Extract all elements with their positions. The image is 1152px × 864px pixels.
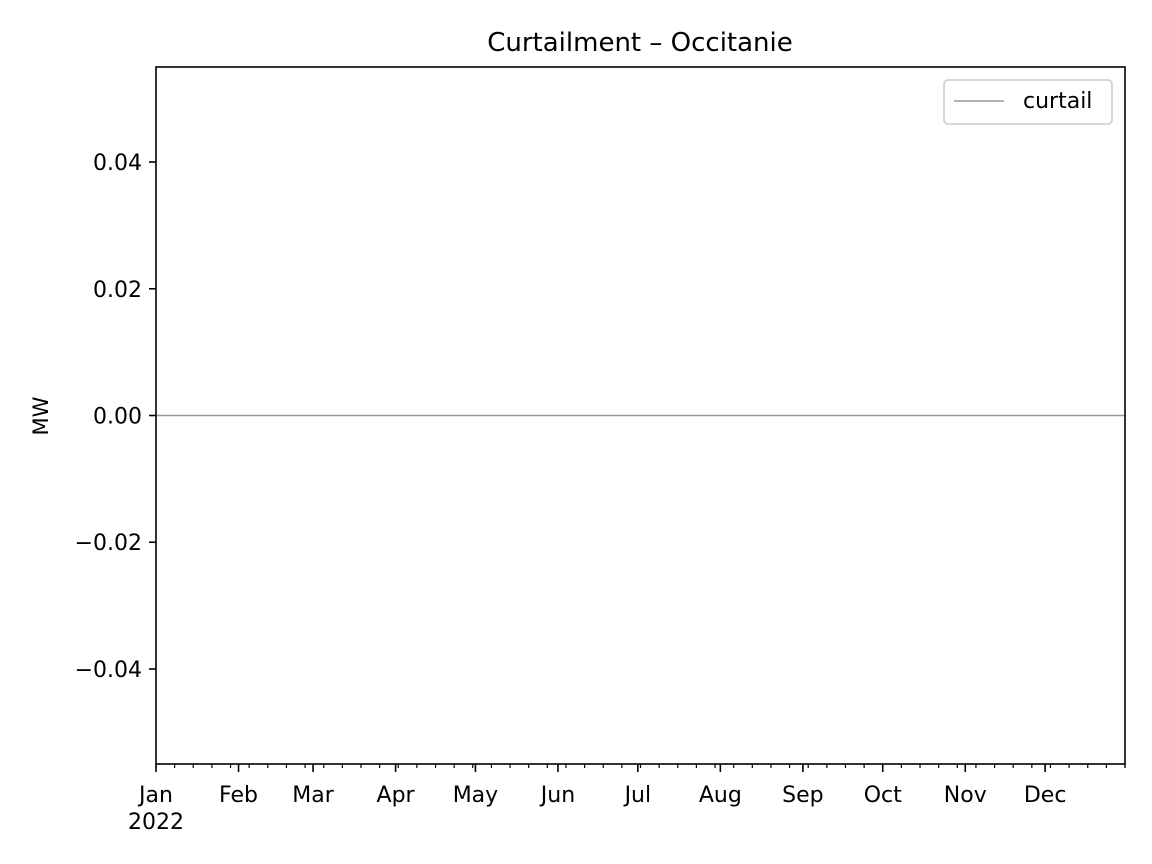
y-axis-label: MW — [29, 396, 53, 435]
plot-area: −0.04 −0.02 0.00 0.02 0.04 Jan Feb Mar Apr May Jun… — [75, 151, 1126, 835]
legend: curtail — [943, 79, 1113, 125]
y-tick-label: 0.02 — [93, 278, 142, 303]
chart-title: Curtailment – Occitanie — [487, 28, 793, 58]
x-tick-label: Apr — [377, 783, 416, 808]
x-tick-label: May — [453, 783, 498, 808]
x-tick-label: Jul — [623, 783, 652, 808]
y-tick-label: 0.00 — [93, 405, 142, 430]
x-tick-label: Feb — [219, 783, 258, 808]
axes-frame — [155, 66, 1126, 765]
x-year-label: 2022 — [128, 810, 184, 835]
x-tick-label: Mar — [292, 783, 334, 808]
legend-label-curtail: curtail — [1023, 89, 1092, 114]
x-tick-label: Nov — [944, 783, 987, 808]
x-tick-label: Jun — [539, 783, 575, 808]
legend-box — [943, 79, 1113, 125]
x-tick-label: Aug — [699, 783, 742, 808]
y-tick-label: −0.04 — [75, 658, 142, 683]
x-tick-label: Sep — [782, 783, 823, 808]
x-tick-label: Jan — [137, 783, 173, 808]
y-tick-label: 0.04 — [93, 151, 142, 176]
x-tick-label: Oct — [864, 783, 902, 808]
x-tick-label: Dec — [1024, 783, 1067, 808]
y-tick-label: −0.02 — [75, 531, 142, 556]
